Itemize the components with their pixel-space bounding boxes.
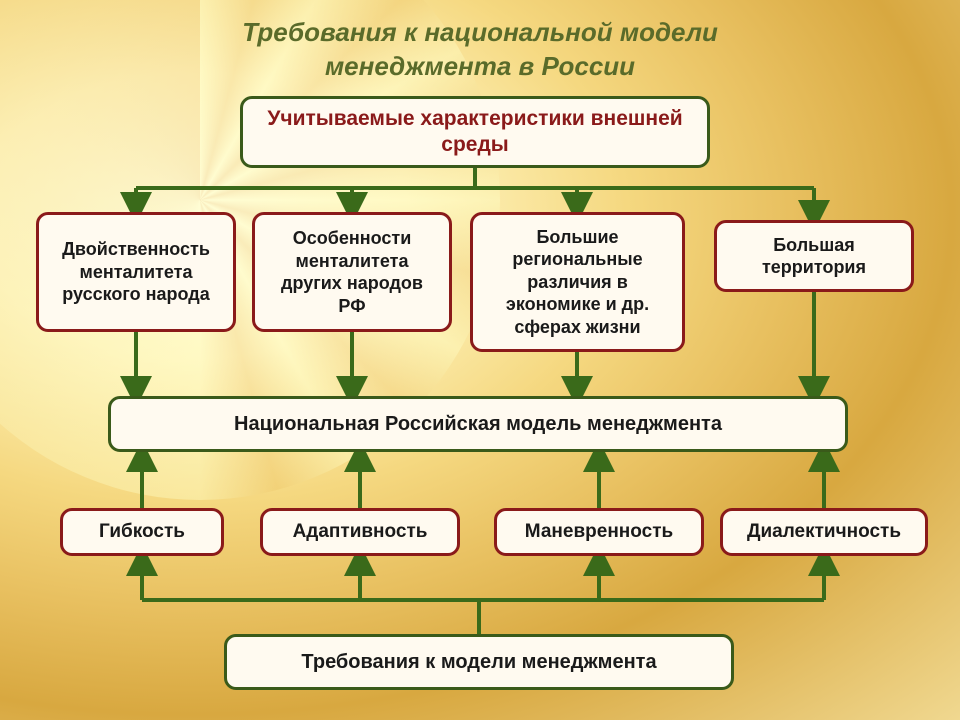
- node-r3c4: Диалектичность: [720, 508, 928, 556]
- diagram-title: Требования к национальной модели менеджм…: [0, 16, 960, 84]
- title-line1: Требования к национальной модели: [0, 16, 960, 50]
- node-middle: Национальная Российская модель менеджмен…: [108, 396, 848, 452]
- node-bottom: Требования к модели менеджмента: [224, 634, 734, 690]
- node-r3c3: Маневренность: [494, 508, 704, 556]
- node-r1c2: Особенности менталитета других народов Р…: [252, 212, 452, 332]
- node-r3c1: Гибкость: [60, 508, 224, 556]
- title-line2: менеджмента в России: [0, 50, 960, 84]
- node-r3c2: Адаптивность: [260, 508, 460, 556]
- node-r1c4: Большая территория: [714, 220, 914, 292]
- node-top: Учитываемые характеристики внешней среды: [240, 96, 710, 168]
- node-r1c3: Большие региональные различия в экономик…: [470, 212, 685, 352]
- node-r1c1: Двойственность менталитета русского наро…: [36, 212, 236, 332]
